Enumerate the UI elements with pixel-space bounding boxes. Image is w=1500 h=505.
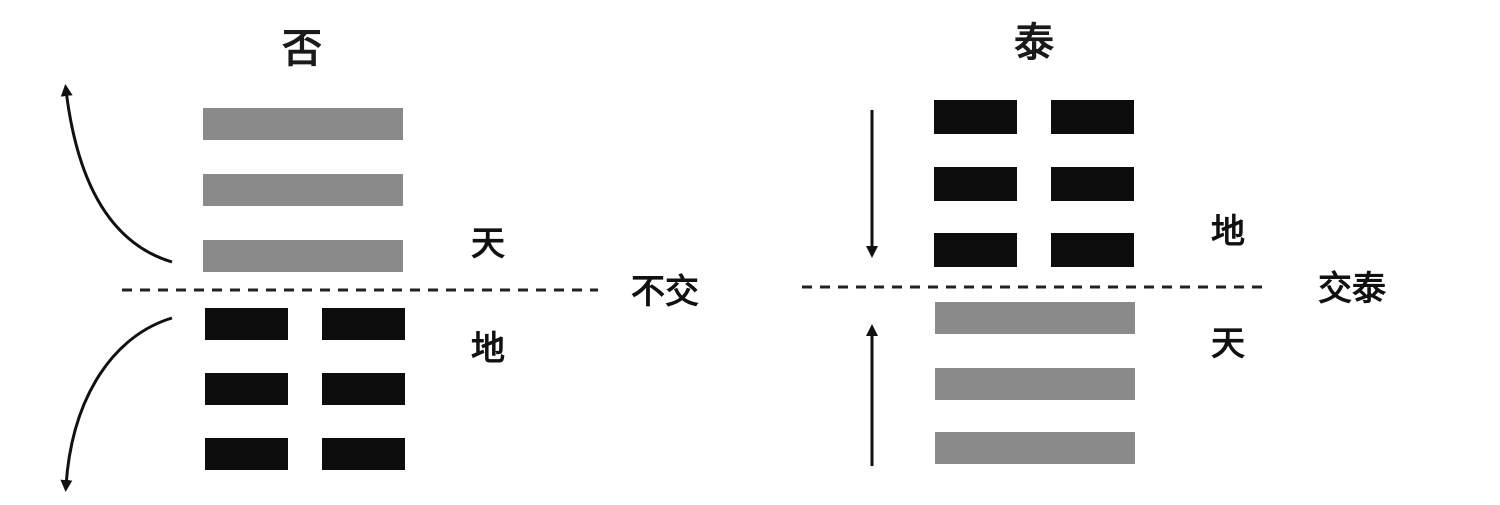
pi-lower-trigram: [205, 308, 405, 470]
tai-lower-yang-line: [935, 432, 1135, 464]
tai-upper-yin-line-segment: [934, 167, 1017, 201]
pi-lower-yin-line-segment: [205, 438, 288, 470]
pi-arrow-up-icon: [60, 84, 173, 264]
pi-lower-yin-line-segment: [205, 308, 288, 340]
tai-lower-yang-line: [935, 302, 1135, 334]
pi-lower-label: 地: [471, 329, 505, 369]
pi-upper-yang-line: [203, 174, 403, 206]
pi-lower-yin-line-segment: [322, 308, 405, 340]
pi-upper-trigram: [203, 108, 403, 272]
tai-upper-yin-line-segment: [934, 100, 1017, 134]
tai-upper-yin-line-segment: [1051, 100, 1134, 134]
tai-upper-yin-line-segment: [934, 233, 1017, 267]
tai-hexagram: 泰 地 天 交泰: [802, 20, 1387, 466]
pi-arrow-down-icon: [60, 316, 173, 492]
tai-upper-yin-line-segment: [1051, 233, 1134, 267]
pi-hexagram: 否 天 地 不交: [60, 26, 699, 492]
tai-upper-trigram: [934, 100, 1134, 267]
tai-upper-yin-line-segment: [1051, 167, 1134, 201]
tai-lower-trigram: [935, 302, 1135, 464]
pi-lower-yin-line-segment: [322, 373, 405, 405]
pi-divider-label: 不交: [631, 272, 699, 312]
pi-title: 否: [282, 26, 322, 72]
tai-lower-label: 天: [1211, 324, 1245, 364]
pi-upper-yang-line: [203, 108, 403, 140]
tai-upper-label: 地: [1211, 212, 1245, 252]
pi-lower-yin-line-segment: [205, 373, 288, 405]
tai-title: 泰: [1014, 20, 1055, 66]
pi-upper-label: 天: [471, 224, 505, 264]
tai-lower-yang-line: [935, 368, 1135, 400]
pi-lower-yin-line-segment: [322, 438, 405, 470]
tai-divider-label: 交泰: [1318, 269, 1387, 309]
pi-upper-yang-line: [203, 240, 403, 272]
